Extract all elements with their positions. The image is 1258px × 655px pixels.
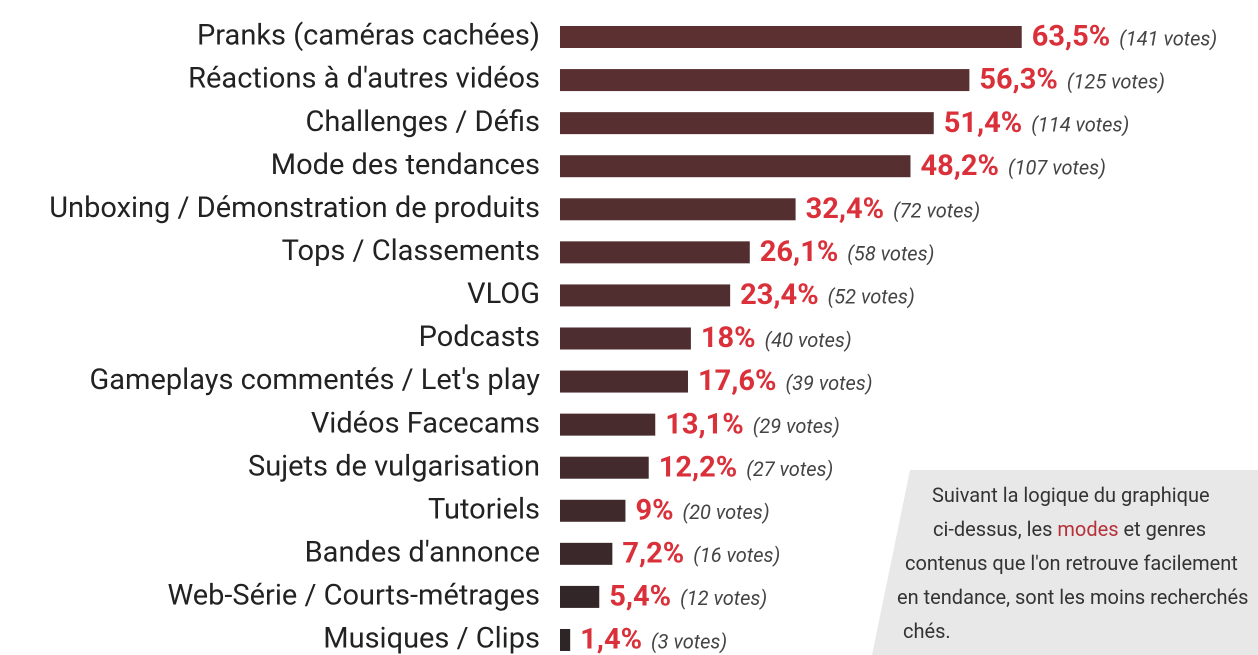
votes-label: (40 votes): [765, 328, 852, 352]
value-label: 18%: [701, 321, 756, 355]
note-line: contenus que l'on retrouve facilement: [905, 551, 1238, 575]
value-label: 56,3%: [979, 63, 1057, 97]
note-text: modes: [1057, 517, 1118, 541]
note-text: contenus que l'on retrouve facilement: [905, 551, 1238, 575]
note-line: ci-dessus, les modes et genres: [933, 517, 1206, 541]
category-label: Bandes d'annonce: [305, 535, 540, 569]
bar: [560, 26, 1022, 48]
category-label: Gameplays commentés / Let's play: [90, 363, 541, 397]
value-label: 63,5%: [1032, 20, 1111, 54]
votes-label: (27 votes): [746, 457, 833, 481]
bar: [560, 69, 970, 92]
value-label: 51,4%: [944, 106, 1023, 140]
votes-label: (72 votes): [893, 199, 980, 223]
category-label: Unboxing / Démonstration de produits: [49, 191, 540, 225]
bar: [560, 155, 911, 178]
note-box: [872, 470, 1258, 655]
value-label: 17,6%: [698, 364, 777, 398]
votes-label: (29 votes): [753, 414, 840, 438]
votes-label: (141 votes): [1119, 26, 1217, 50]
value-label: 12,2%: [659, 450, 738, 484]
category-label: Mode des tendances: [271, 148, 540, 182]
note-line: chés.: [903, 619, 951, 643]
value-label: 32,4%: [806, 192, 885, 226]
votes-label: (58 votes): [847, 242, 934, 266]
votes-label: (114 votes): [1031, 112, 1129, 136]
votes-label: (12 votes): [680, 586, 767, 610]
value-label: 1,4%: [580, 623, 642, 655]
bar: [560, 241, 750, 264]
category-label: Web-Série / Courts-métrages: [167, 579, 540, 613]
note-text: chés.: [903, 619, 951, 643]
bar: [560, 499, 626, 522]
note-text: ci-dessus, les: [933, 517, 1057, 541]
votes-label: (3 votes): [651, 629, 727, 653]
category-label: Tops / Classements: [282, 234, 540, 268]
votes-label: (39 votes): [785, 371, 872, 395]
bar: [560, 112, 934, 135]
bar: [560, 456, 649, 479]
category-label: VLOG: [467, 277, 540, 311]
votes-label: (16 votes): [693, 543, 780, 567]
bar: [560, 542, 613, 565]
category-label: Pranks (caméras cachées): [197, 19, 540, 53]
value-label: 5,4%: [609, 580, 671, 614]
note-text: Suivant la logique du graphique: [932, 483, 1210, 507]
note-line: en tendance, sont les moins recherchés: [897, 585, 1248, 609]
bar: [560, 284, 731, 307]
votes-label: (20 votes): [683, 500, 770, 524]
category-label: Réactions à d'autres vidéos: [188, 62, 540, 96]
bar: [560, 585, 600, 608]
category-label: Tutoriels: [428, 492, 540, 526]
category-label: Vidéos Facecams: [311, 406, 540, 440]
bar: [560, 413, 656, 436]
value-label: 48,2%: [920, 149, 999, 183]
votes-label: (52 votes): [828, 285, 915, 309]
bar: [560, 628, 571, 651]
category-label: Podcasts: [419, 320, 540, 354]
value-label: 9%: [635, 493, 673, 527]
value-label: 23,4%: [740, 278, 819, 312]
note-text: en tendance, sont les moins recherchés: [897, 585, 1248, 609]
votes-label: (125 votes): [1067, 69, 1165, 93]
category-label: Musiques / Clips: [323, 622, 540, 655]
votes-label: (107 votes): [1008, 155, 1106, 179]
category-label: Challenges / Défis: [305, 105, 540, 139]
category-label: Sujets de vulgarisation: [248, 449, 540, 483]
bar: [560, 327, 691, 350]
note-text: et genres: [1119, 517, 1206, 541]
value-label: 7,2%: [622, 536, 684, 570]
note-line: Suivant la logique du graphique: [932, 483, 1210, 507]
value-label: 26,1%: [760, 235, 839, 269]
bar: [560, 198, 796, 221]
value-label: 13,1%: [665, 407, 744, 441]
bar: [560, 370, 688, 393]
